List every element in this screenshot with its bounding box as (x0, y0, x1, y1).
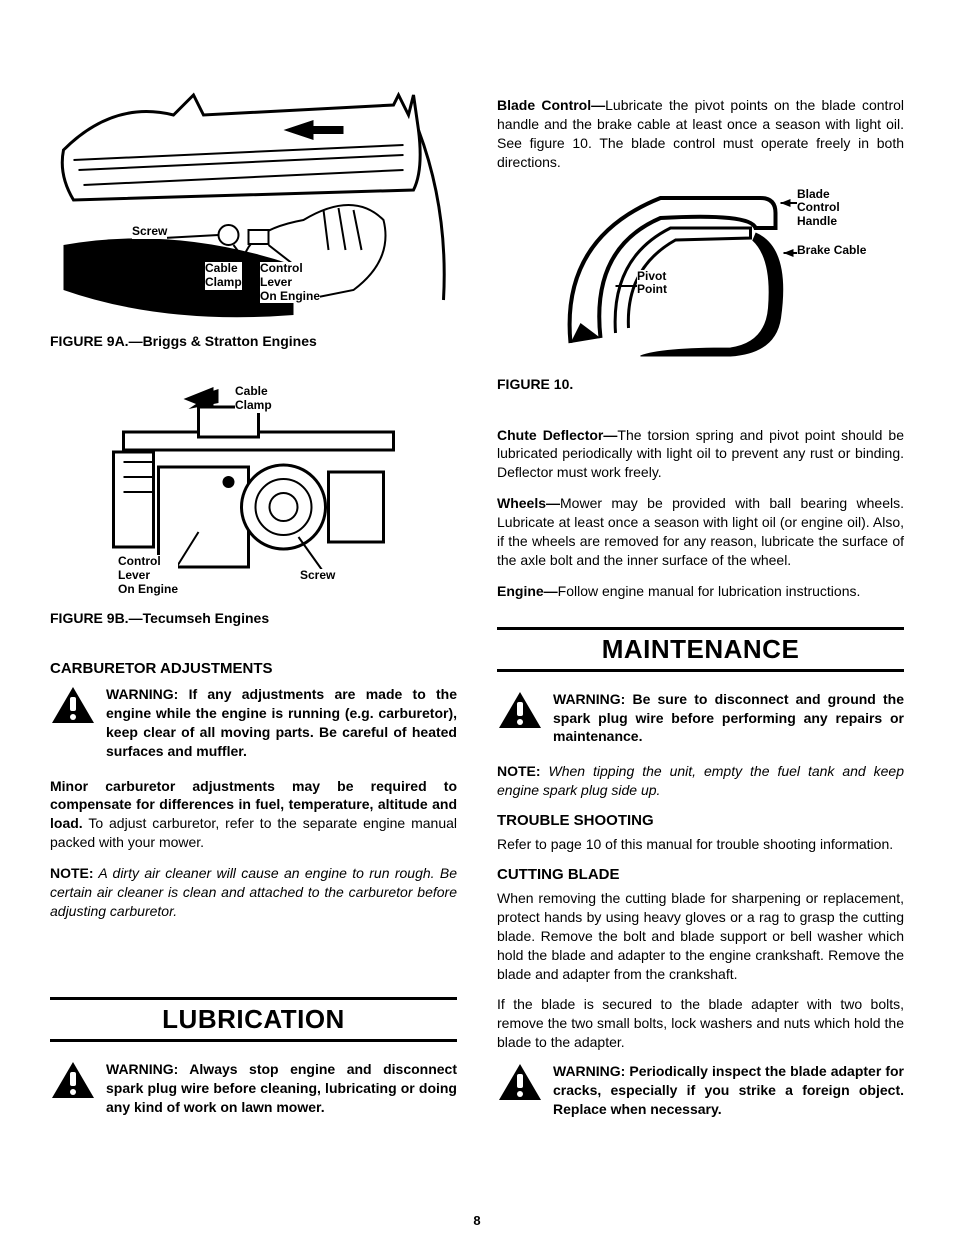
figure-10-drawing: Blade Control Handle Brake Cable Pivot P… (497, 178, 904, 368)
maintenance-warning: WARNING: Be sure to disconnect and groun… (497, 690, 904, 747)
warning-icon (50, 1060, 96, 1100)
maintenance-warning-text: WARNING: Be sure to disconnect and groun… (553, 690, 904, 747)
trouble-body: Refer to page 10 of this manual for trou… (497, 835, 904, 854)
figure-9a-drawing: Screw Cable Clamp Control Lever On Engin… (50, 90, 457, 325)
carburetor-note: NOTE: A dirty air cleaner will cause an … (50, 864, 457, 921)
trouble-heading: TROUBLE SHOOTING (497, 812, 904, 829)
warning-icon (497, 1062, 543, 1102)
carb-note-lead: NOTE: (50, 865, 94, 881)
cutting-warning: WARNING: Periodically inspect the blade … (497, 1062, 904, 1119)
fig10-label-blade-handle: Blade Control Handle (797, 188, 840, 229)
maint-note-lead: NOTE: (497, 763, 541, 779)
rule-bottom (497, 669, 904, 672)
wheels-para: Wheels—Mower may be provided with ball b… (497, 494, 904, 570)
chute-para: Chute Deflector—The torsion spring and p… (497, 426, 904, 483)
engine-lead: Engine— (497, 583, 558, 599)
carburetor-warning: WARNING: If any adjustments are made to … (50, 685, 457, 761)
carburetor-heading: CARBURETOR ADJUSTMENTS (50, 660, 457, 677)
fig9b-label-screw: Screw (300, 569, 335, 583)
rule-bottom (50, 1039, 457, 1042)
chute-lead: Chute Deflector— (497, 427, 617, 443)
page-columns: Screw Cable Clamp Control Lever On Engin… (50, 90, 904, 1129)
cutting-body-2: If the blade is secured to the blade ada… (497, 995, 904, 1052)
carburetor-body: Minor carburetor adjustments may be requ… (50, 777, 457, 853)
cutting-warning-text: WARNING: Periodically inspect the blade … (553, 1062, 904, 1119)
fig10-label-pivot-point: Pivot Point (637, 270, 667, 298)
right-column: Blade Control—Lubricate the pivot points… (497, 90, 904, 1129)
figure-9a-caption: FIGURE 9A.—Briggs & Stratton Engines (50, 333, 457, 349)
figure-9a: Screw Cable Clamp Control Lever On Engin… (50, 90, 457, 367)
figure-9b-drawing: Cable Clamp Control Lever On Engine Scre… (50, 377, 457, 602)
warning-icon (497, 690, 543, 730)
fig9a-label-control-lever: Control Lever On Engine (260, 262, 320, 303)
figure-10: Blade Control Handle Brake Cable Pivot P… (497, 178, 904, 410)
lubrication-title: LUBRICATION (50, 1000, 457, 1039)
cutting-heading: CUTTING BLADE (497, 866, 904, 883)
engine-para: Engine—Follow engine manual for lubricat… (497, 582, 904, 601)
carb-body-rest: To adjust carburetor, refer to the separ… (50, 815, 457, 850)
blade-control-para: Blade Control—Lubricate the pivot points… (497, 96, 904, 172)
lubrication-warning: WARNING: Always stop engine and disconne… (50, 1060, 457, 1117)
fig9a-label-screw: Screw (132, 225, 167, 239)
figure-9b-caption: FIGURE 9B.—Tecumseh Engines (50, 610, 457, 626)
lubrication-section: LUBRICATION (50, 997, 457, 1042)
fig9b-label-control-lever: Control Lever On Engine (118, 555, 178, 596)
page-number: 8 (473, 1213, 480, 1228)
warning-icon (50, 685, 96, 725)
wheels-lead: Wheels— (497, 495, 560, 511)
left-column: Screw Cable Clamp Control Lever On Engin… (50, 90, 457, 1129)
maintenance-note: NOTE: When tipping the unit, empty the f… (497, 762, 904, 800)
carb-note-body: A dirty air cleaner will cause an engine… (50, 865, 457, 919)
carburetor-warning-text: WARNING: If any adjustments are made to … (106, 685, 457, 761)
cutting-body-1: When removing the cutting blade for shar… (497, 889, 904, 983)
blade-control-lead: Blade Control— (497, 97, 605, 113)
figure-9b: Cable Clamp Control Lever On Engine Scre… (50, 377, 457, 644)
maintenance-title: MAINTENANCE (497, 630, 904, 669)
fig10-label-brake-cable: Brake Cable (797, 244, 866, 258)
maintenance-section: MAINTENANCE (497, 627, 904, 672)
figure-10-caption: FIGURE 10. (497, 376, 904, 392)
fig9b-label-cable-clamp: Cable Clamp (235, 385, 272, 413)
fig9a-label-cable-clamp: Cable Clamp (205, 262, 242, 290)
maint-note-body: When tipping the unit, empty the fuel ta… (497, 763, 904, 798)
engine-body: Follow engine manual for lubrication ins… (558, 583, 861, 599)
lubrication-warning-text: WARNING: Always stop engine and disconne… (106, 1060, 457, 1117)
